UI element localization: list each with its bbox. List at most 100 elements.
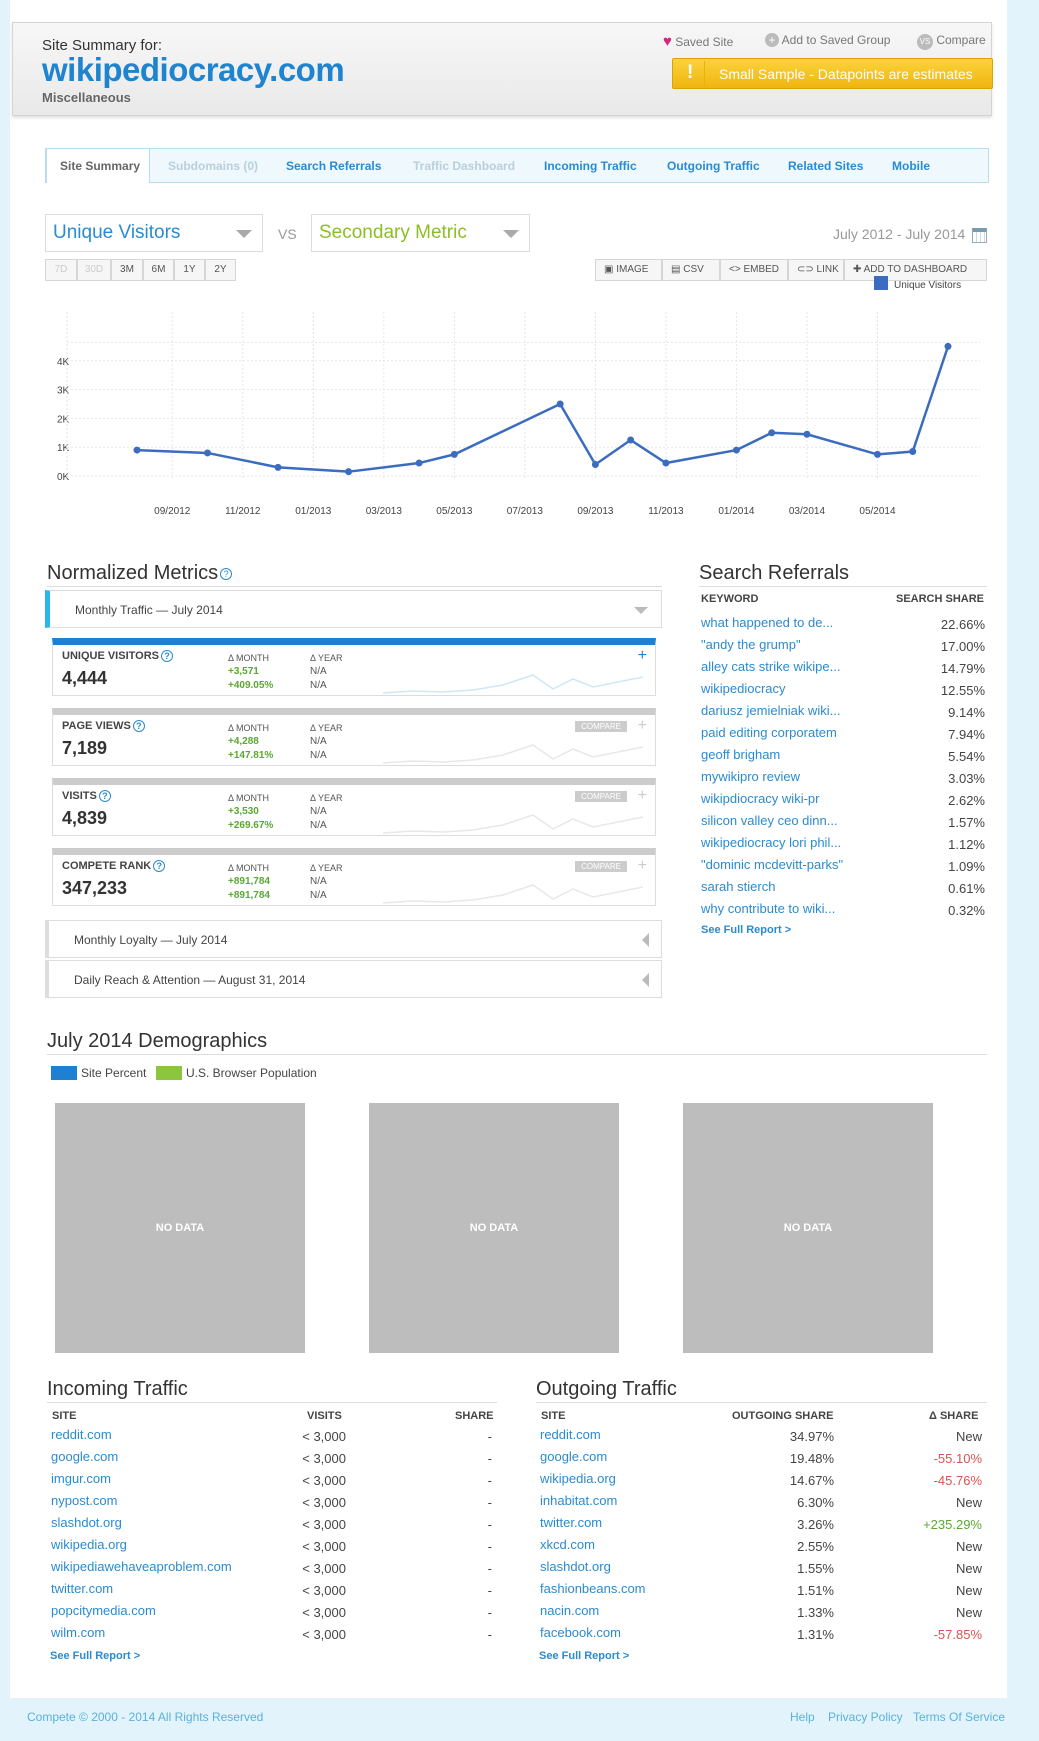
data-point[interactable] <box>415 459 423 467</box>
secondary-metric-select[interactable]: Secondary Metric <box>311 214 530 252</box>
range-7d[interactable]: 7D <box>45 259 77 281</box>
incoming-visits-value: < 3,000 <box>302 1605 346 1620</box>
outgoing-site-link[interactable]: inhabitat.com <box>540 1493 618 1508</box>
tab-traffic-dashboard[interactable]: Traffic Dashboard <box>413 159 516 173</box>
data-point[interactable] <box>450 450 458 458</box>
daily-reach-row[interactable]: Daily Reach & Attention — August 31, 201… <box>45 960 662 998</box>
data-point[interactable] <box>627 436 635 444</box>
help-icon[interactable]: ? <box>220 567 233 580</box>
incoming-site-link[interactable]: reddit.com <box>51 1427 112 1442</box>
data-point[interactable] <box>204 449 212 457</box>
terms-of-service-link[interactable]: Terms Of Service <box>913 1710 1006 1724</box>
expand-plus-icon[interactable]: + <box>637 857 647 874</box>
data-point[interactable] <box>556 400 564 408</box>
outgoing-full-report-link[interactable]: See Full Report > <box>539 1650 630 1662</box>
incoming-site-link[interactable]: slashdot.org <box>51 1515 122 1530</box>
data-point[interactable] <box>591 460 599 468</box>
tab-outgoing-traffic[interactable]: Outgoing Traffic <box>667 159 760 173</box>
range-30d[interactable]: 30D <box>77 259 111 281</box>
monthly-loyalty-row[interactable]: Monthly Loyalty — July 2014 <box>45 920 662 958</box>
outgoing-site-link[interactable]: slashdot.org <box>540 1559 611 1574</box>
date-range-picker[interactable]: July 2012 - July 2014 <box>833 226 988 243</box>
search-keyword-link[interactable]: sarah stierch <box>701 879 776 894</box>
range-6m[interactable]: 6M <box>143 259 174 281</box>
incoming-site-link[interactable]: popcitymedia.com <box>51 1603 156 1618</box>
incoming-site-link[interactable]: twitter.com <box>51 1581 114 1596</box>
privacy-policy-link[interactable]: Privacy Policy <box>828 1710 903 1724</box>
search-keyword-link[interactable]: wikipediocracy lori phil... <box>701 835 842 850</box>
sample-warning-banner[interactable]: ! Small Sample - Datapoints are estimate… <box>672 58 993 89</box>
data-point[interactable] <box>345 468 353 476</box>
chevron-left-icon <box>642 973 649 987</box>
incoming-site-link[interactable]: wilm.com <box>51 1625 106 1640</box>
outgoing-site-link[interactable]: google.com <box>540 1449 608 1464</box>
add-to-group-link[interactable]: + Add to Saved Group <box>765 33 890 47</box>
tab-related-sites[interactable]: Related Sites <box>788 159 864 173</box>
help-icon[interactable]: ? <box>98 790 111 803</box>
outgoing-site-link[interactable]: xkcd.com <box>540 1537 595 1552</box>
incoming-site-link[interactable]: imgur.com <box>51 1471 111 1486</box>
outgoing-site-link[interactable]: nacin.com <box>540 1603 600 1618</box>
outgoing-site-link[interactable]: twitter.com <box>540 1515 603 1530</box>
search-keyword-link[interactable]: dariusz jemielniak wiki... <box>701 703 841 718</box>
range-1y[interactable]: 1Y <box>174 259 205 281</box>
search-keyword-link[interactable]: silicon valley ceo dinn... <box>701 813 838 828</box>
link-button[interactable]: ⊂⊃ LINK <box>788 259 844 281</box>
search-keyword-link[interactable]: mywikipro review <box>701 769 800 784</box>
search-full-report-link[interactable]: See Full Report > <box>701 924 792 936</box>
data-point[interactable] <box>274 463 282 471</box>
expand-plus-icon[interactable]: + <box>637 787 647 804</box>
tab-subdomains[interactable]: Subdomains (0) <box>168 159 259 173</box>
help-link[interactable]: Help <box>790 1710 815 1724</box>
saved-site-link[interactable]: ♥ Saved Site <box>663 33 733 50</box>
outgoing-site-link[interactable]: facebook.com <box>540 1625 621 1640</box>
search-keyword-link[interactable]: "dominic mcdevitt-parks" <box>701 857 844 872</box>
help-icon[interactable]: ? <box>153 860 166 873</box>
data-point[interactable] <box>873 450 881 458</box>
data-point[interactable] <box>732 446 740 454</box>
search-keyword-link[interactable]: "andy the grump" <box>701 637 801 652</box>
incoming-site-link[interactable]: nypost.com <box>51 1493 118 1508</box>
data-point[interactable] <box>909 448 917 456</box>
incoming-site-link[interactable]: google.com <box>51 1449 119 1464</box>
compare-button[interactable]: COMPARE <box>575 861 627 872</box>
incoming-site-link[interactable]: wikipediawehaveaproblem.com <box>51 1559 232 1574</box>
search-keyword-link[interactable]: what happened to de... <box>701 615 834 630</box>
tab-incoming-traffic[interactable]: Incoming Traffic <box>544 159 637 173</box>
help-icon[interactable]: ? <box>132 720 145 733</box>
embed-button[interactable]: <> EMBED <box>720 259 788 281</box>
outgoing-site-link[interactable]: reddit.com <box>540 1427 601 1442</box>
export-csv-button[interactable]: ▤ CSV <box>662 259 720 281</box>
compare-link[interactable]: VS Compare <box>917 33 986 50</box>
expand-plus-icon[interactable]: + <box>637 647 647 664</box>
export-image-button[interactable]: ▣ IMAGE <box>595 259 662 281</box>
incoming-site-link[interactable]: wikipedia.org <box>51 1537 127 1552</box>
search-keyword-link[interactable]: paid editing corporatem <box>701 725 837 740</box>
search-keyword-link[interactable]: why contribute to wiki... <box>701 901 836 916</box>
traffic-period-dropdown[interactable]: Monthly Traffic — July 2014 <box>45 590 662 628</box>
outgoing-site-link[interactable]: fashionbeans.com <box>540 1581 646 1596</box>
range-3m[interactable]: 3M <box>111 259 143 281</box>
add-to-dashboard-button[interactable]: ✚ ADD TO DASHBOARD <box>844 259 987 281</box>
search-keyword-link[interactable]: wikipediocracy <box>701 681 786 696</box>
expand-plus-icon[interactable]: + <box>637 717 647 734</box>
data-point[interactable] <box>803 430 811 438</box>
compare-button[interactable]: COMPARE <box>575 791 627 802</box>
tab-search-referrals[interactable]: Search Referrals <box>286 159 382 173</box>
data-point[interactable] <box>133 446 141 454</box>
data-point[interactable] <box>662 459 670 467</box>
search-keyword-link[interactable]: geoff brigham <box>701 747 781 762</box>
data-point[interactable] <box>944 342 952 350</box>
search-keyword-link[interactable]: alley cats strike wikipe... <box>701 659 841 674</box>
incoming-full-report-link[interactable]: See Full Report > <box>50 1650 141 1662</box>
compare-button[interactable]: COMPARE <box>575 721 627 732</box>
outgoing-site-link[interactable]: wikipedia.org <box>540 1471 616 1486</box>
tab-site-summary[interactable]: Site Summary <box>46 148 150 183</box>
data-point[interactable] <box>768 429 776 437</box>
search-keyword-link[interactable]: wikipdiocracy wiki-pr <box>701 791 820 806</box>
site-percent-legend: Site Percent <box>81 1066 147 1080</box>
help-icon[interactable]: ? <box>160 650 173 663</box>
range-2y[interactable]: 2Y <box>205 259 236 281</box>
tab-mobile[interactable]: Mobile <box>892 159 930 173</box>
primary-metric-select[interactable]: Unique Visitors <box>45 214 263 252</box>
